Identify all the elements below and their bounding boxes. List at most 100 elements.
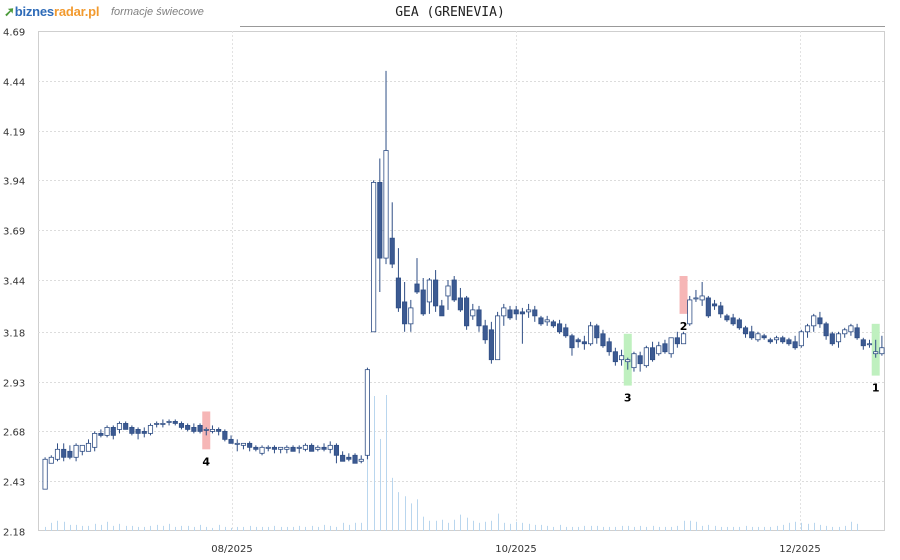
volume-bar <box>597 525 598 531</box>
candle-body <box>209 429 216 432</box>
candle-body <box>445 285 451 297</box>
candle-body <box>259 446 265 454</box>
volume-bar <box>578 526 579 531</box>
volume-bar <box>845 525 846 531</box>
candle-body <box>674 337 680 345</box>
candle-body <box>538 317 544 325</box>
candle-body <box>451 279 457 301</box>
pattern-label: 3 <box>624 392 632 405</box>
trend-icon: ➚ <box>4 4 15 19</box>
candle-body <box>135 429 141 434</box>
candle-body <box>842 329 848 335</box>
volume-bar <box>138 526 139 531</box>
volume-bar <box>541 524 542 531</box>
volume-bar <box>51 522 52 531</box>
candle-body <box>457 297 463 311</box>
volume-bar <box>144 526 145 531</box>
pattern-label: 1 <box>872 382 880 395</box>
volume-bar <box>752 526 753 531</box>
volume-bar <box>194 526 195 531</box>
volume-bar <box>553 526 554 531</box>
volume-bar <box>231 527 232 531</box>
volume-bar <box>219 524 220 531</box>
candle-body <box>110 427 116 436</box>
candle-body <box>618 355 625 361</box>
candle-body <box>780 337 786 343</box>
brand-name-part1: biznes <box>14 4 54 19</box>
volume-bar <box>119 523 120 531</box>
volume-bar <box>479 522 480 531</box>
volume-bar <box>758 526 759 531</box>
volume-bar <box>733 526 734 531</box>
candle-body <box>265 446 271 449</box>
candle-body <box>321 446 327 450</box>
volume-bar <box>169 523 170 531</box>
candle-body <box>804 325 811 333</box>
candle-body <box>476 309 482 327</box>
volume-bar <box>504 522 505 531</box>
volume-bar <box>386 395 387 531</box>
candle-body <box>588 325 594 345</box>
volume-bar <box>832 526 833 531</box>
volume-bar <box>361 522 362 531</box>
volume-bar <box>857 523 858 531</box>
volume-bar <box>281 526 282 531</box>
volume-bar <box>498 513 499 531</box>
candle-body <box>699 295 705 301</box>
candle-body <box>550 321 556 327</box>
volume-bar <box>839 526 840 531</box>
candle-body <box>848 325 854 333</box>
volume-bar <box>789 522 790 531</box>
volume-bar <box>820 524 821 531</box>
volume-bar <box>126 525 127 531</box>
volume-bar <box>690 520 691 531</box>
candle-body <box>668 337 674 355</box>
candle-body <box>482 325 488 341</box>
candle-body <box>408 307 414 325</box>
candle-body <box>792 341 798 349</box>
candle-body <box>395 277 401 309</box>
candle-body <box>364 369 370 456</box>
candle-body <box>526 309 532 313</box>
volume-bar <box>473 520 474 531</box>
candle-body <box>327 444 333 450</box>
volume-bar <box>113 525 114 531</box>
y-tick-label: 4.69 <box>3 28 25 39</box>
candle-body <box>786 339 792 345</box>
volume-bar <box>411 503 412 531</box>
biznesradar-logo[interactable]: ➚biznesradar.pl <box>4 4 100 20</box>
candle-body <box>240 442 247 446</box>
candle-body <box>501 307 507 317</box>
candle-body <box>290 446 296 452</box>
candle-body <box>718 305 724 315</box>
volume-bar <box>163 525 164 531</box>
candle-body <box>854 327 860 339</box>
candle-body <box>98 432 104 436</box>
candle-body <box>557 323 563 333</box>
candle-body <box>879 347 885 355</box>
candle-body <box>54 448 61 460</box>
volume-bar <box>374 396 375 531</box>
volume-bar <box>45 526 46 531</box>
candle-body <box>185 425 191 430</box>
volume-bar <box>175 526 176 531</box>
candle-body <box>389 237 395 265</box>
candle-body <box>470 309 476 317</box>
candle-body <box>79 444 85 452</box>
volume-bar <box>529 523 530 531</box>
candle-body <box>643 347 649 367</box>
candle-body <box>625 359 631 363</box>
candle-body <box>519 311 525 315</box>
volume-bar <box>336 526 337 531</box>
candle-body <box>216 429 222 432</box>
volume-bar <box>591 525 592 531</box>
candle-body <box>507 309 513 319</box>
candle-body <box>705 297 711 317</box>
y-tick-label: 2.18 <box>3 528 25 539</box>
candle-body <box>773 337 780 341</box>
candle-body <box>203 429 209 431</box>
volume-bar <box>157 524 158 531</box>
candle-body <box>284 446 290 450</box>
volume-bar <box>535 524 536 531</box>
